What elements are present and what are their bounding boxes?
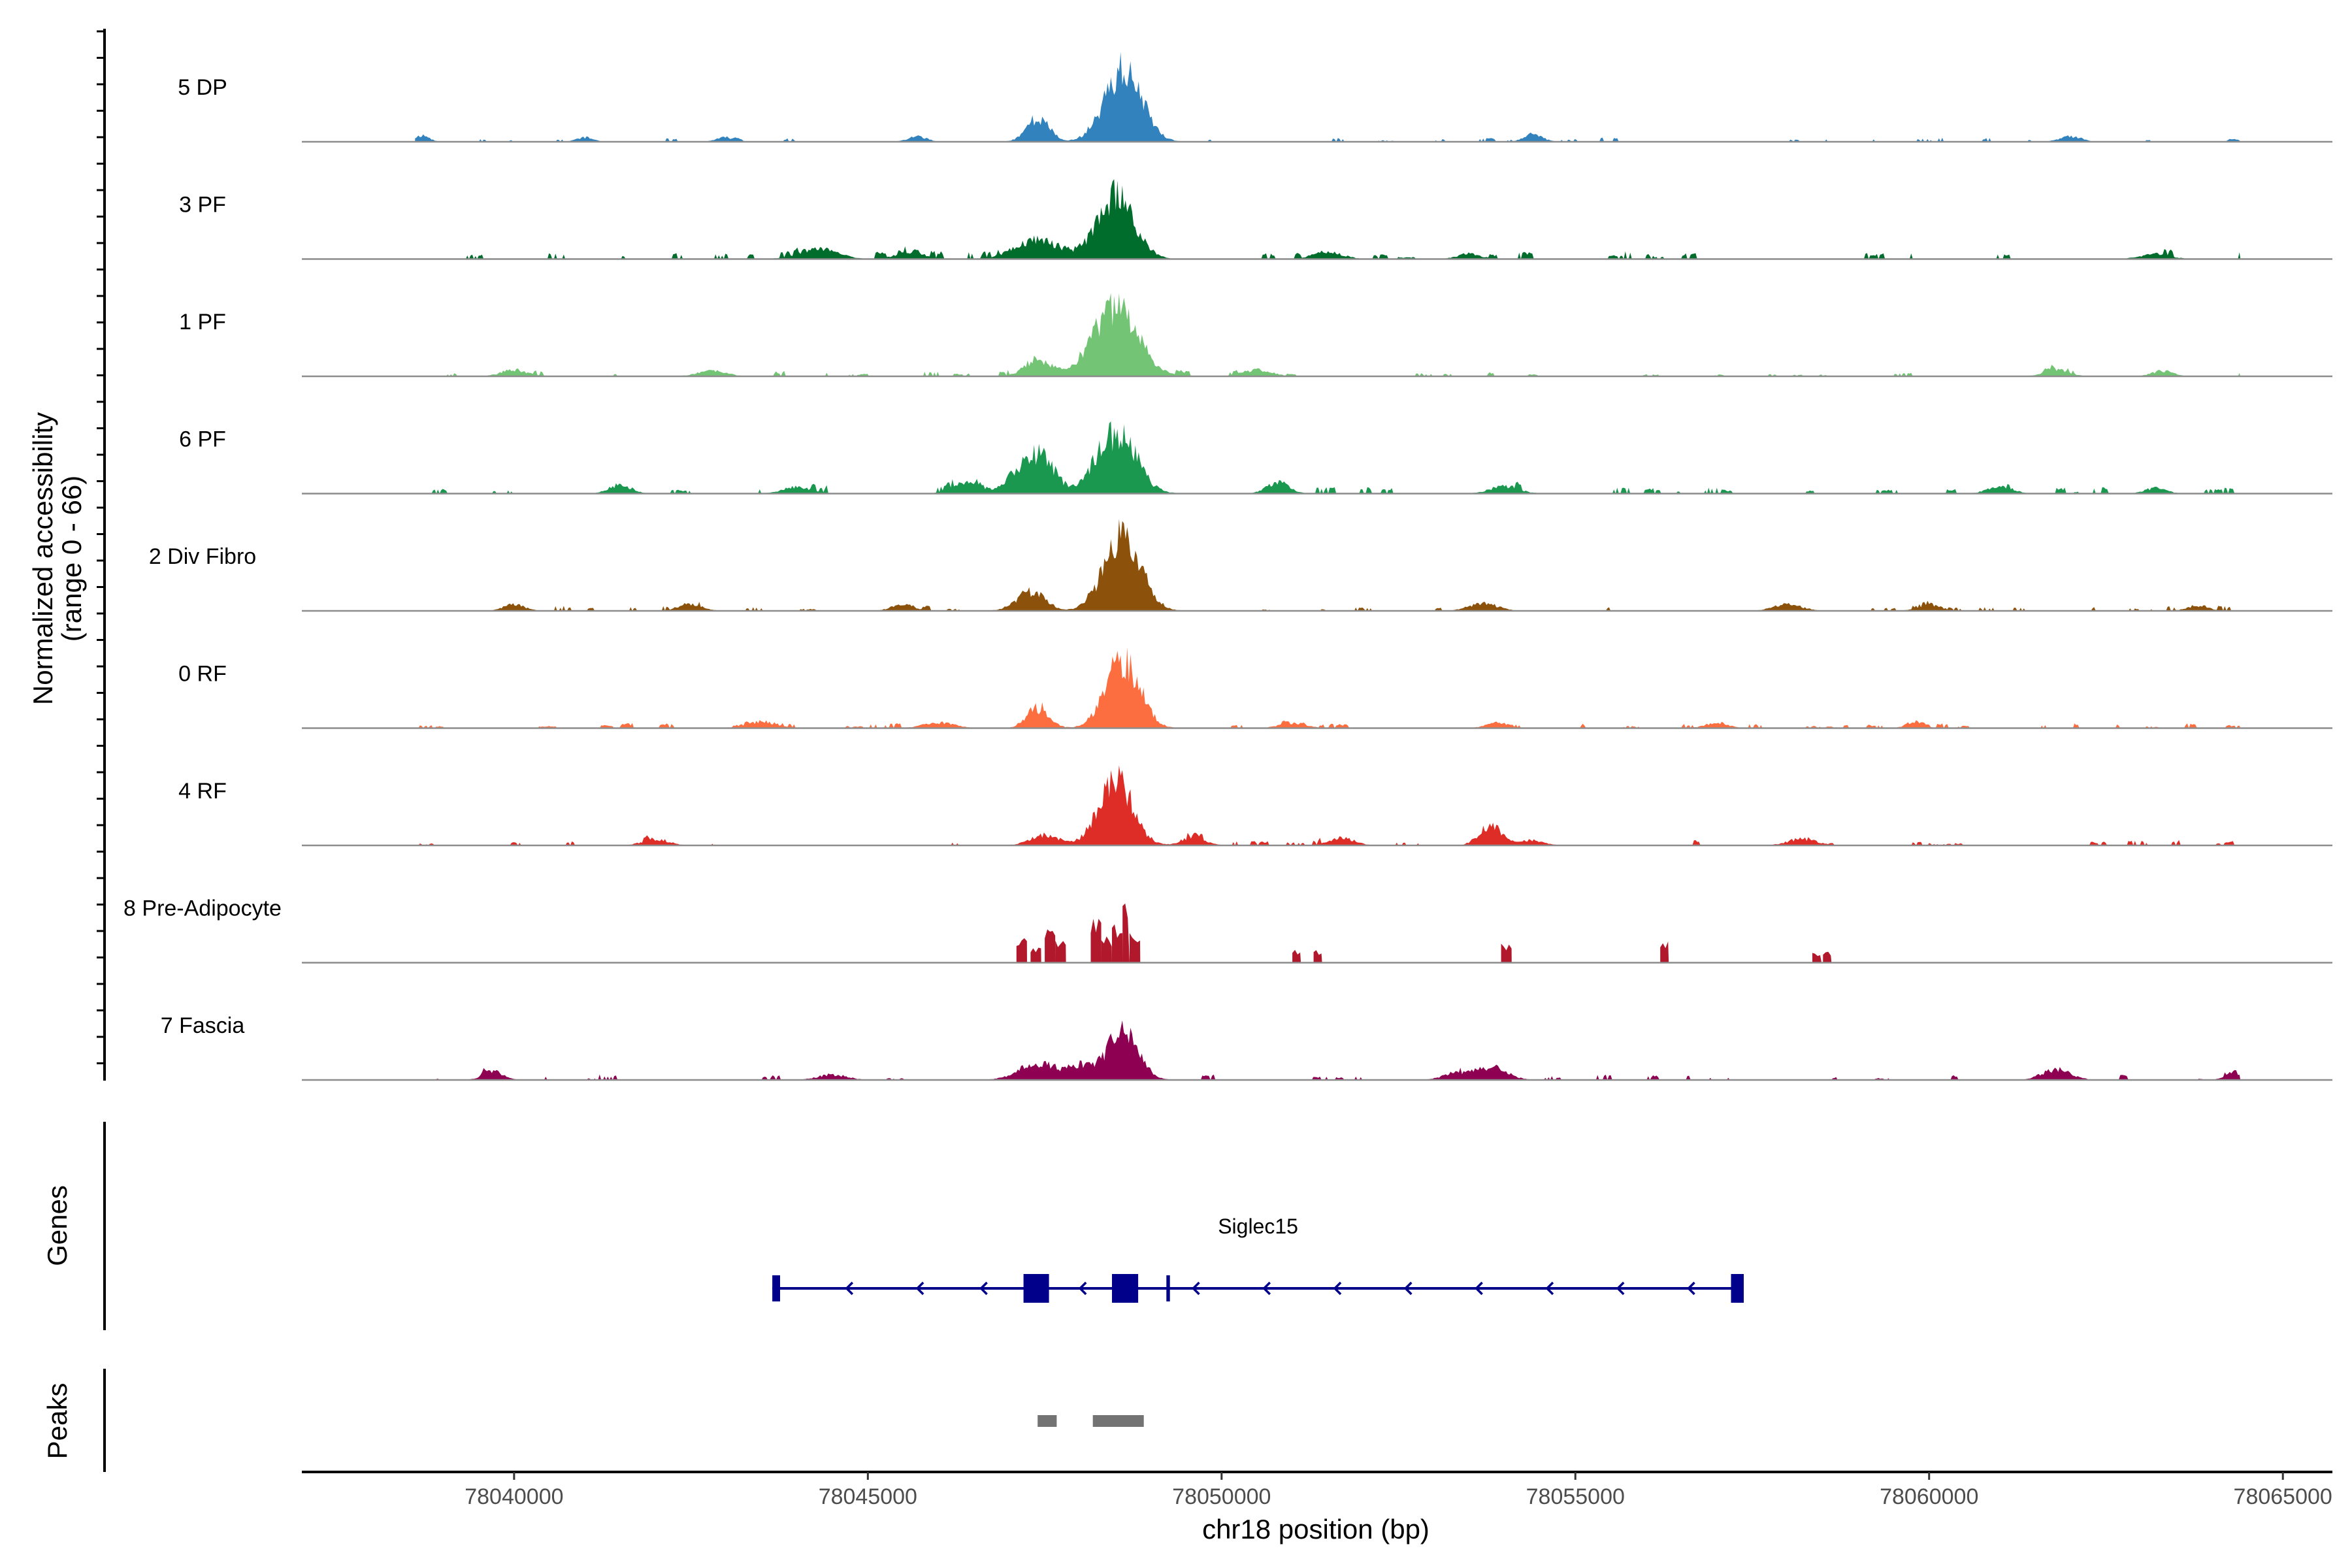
- gene-exon: [1166, 1275, 1170, 1301]
- x-tick-label: 78055000: [1526, 1484, 1625, 1509]
- x-tick-label: 78060000: [1880, 1484, 1978, 1509]
- track-5-dp: 5 DP: [178, 52, 2332, 143]
- strand-arrow: [1475, 1281, 1483, 1296]
- strand-arrow: [1403, 1281, 1413, 1296]
- peak-region: [1092, 1415, 1144, 1427]
- track-6-pf: 6 PF: [179, 421, 2332, 495]
- strand-arrow: [1687, 1281, 1695, 1296]
- peak-region: [1037, 1415, 1057, 1427]
- strand-arrow: [915, 1281, 924, 1296]
- track-8-pre-adipocyte: 8 Pre-Adipocyte: [123, 896, 2332, 964]
- track-1-pf: 1 PF: [179, 293, 2332, 378]
- coverage-area: [415, 421, 2241, 494]
- x-tick-label: 78050000: [1172, 1484, 1271, 1509]
- coverage-area: [415, 179, 2241, 259]
- track-2-div-fibro: 2 Div Fibro: [149, 519, 2332, 612]
- track-label: 2 Div Fibro: [149, 544, 256, 569]
- track-label: 6 PF: [179, 427, 226, 452]
- track-label: 7 Fascia: [161, 1013, 245, 1038]
- genes-axis-title: Genes: [42, 1185, 73, 1266]
- strand-arrow: [1078, 1281, 1087, 1296]
- strand-arrow: [1616, 1281, 1625, 1296]
- gene-exon: [1731, 1274, 1744, 1303]
- strand-arrow: [979, 1281, 988, 1296]
- peaks-axis-title: Peaks: [42, 1383, 73, 1460]
- x-tick-label: 78045000: [819, 1484, 917, 1509]
- track-0-rf: 0 RF: [178, 647, 2332, 729]
- y-axis: [97, 29, 106, 1081]
- coverage-area: [415, 1020, 2241, 1080]
- track-4-rf: 4 RF: [178, 765, 2332, 847]
- strand-arrow: [1192, 1281, 1200, 1296]
- x-axis: 78040000 78045000 78050000 78055000 78060000…: [302, 1471, 2332, 1509]
- track-3-pf: 3 PF: [179, 179, 2332, 260]
- track-label: 8 Pre-Adipocyte: [123, 896, 282, 921]
- gene-exon: [1112, 1274, 1139, 1303]
- coverage-area: [1016, 903, 1832, 963]
- track-label: 3 PF: [179, 193, 226, 218]
- track-label: 0 RF: [178, 662, 227, 687]
- x-tick-label: 78040000: [465, 1484, 563, 1509]
- x-tick-label: 78065000: [2234, 1484, 2332, 1509]
- track-label: 4 RF: [178, 779, 227, 804]
- gene-track: Siglec15: [772, 1215, 1744, 1303]
- coverage-area: [415, 765, 2241, 845]
- gene-exon: [772, 1275, 780, 1301]
- strand-arrow: [845, 1281, 854, 1296]
- coverage-tracks: 5 DP 3 PF 1 PF 6 PF 2 Div Fibro 0 RF 4 RF 8 Pre…: [123, 52, 2332, 1081]
- track-label: 1 PF: [179, 310, 226, 335]
- gene-exon: [1023, 1274, 1049, 1303]
- strand-arrow: [1333, 1281, 1342, 1296]
- strand-arrow: [1545, 1281, 1554, 1296]
- y-axis-subtitle: (range 0 - 66): [56, 476, 87, 642]
- track-label: 5 DP: [178, 75, 227, 100]
- track-7-fascia: 7 Fascia: [161, 1013, 2332, 1081]
- coverage-area: [415, 647, 2241, 728]
- peak-track: [1037, 1415, 1144, 1427]
- y-axis-title: Normalized accessibility: [27, 412, 58, 705]
- strand-arrow: [1262, 1281, 1271, 1296]
- coverage-area: [415, 519, 2241, 611]
- coverage-area: [415, 52, 2241, 142]
- gene-name-siglec15: Siglec15: [1218, 1215, 1298, 1238]
- coverage-area: [415, 293, 2241, 376]
- x-axis-title: chr18 position (bp): [1202, 1514, 1429, 1544]
